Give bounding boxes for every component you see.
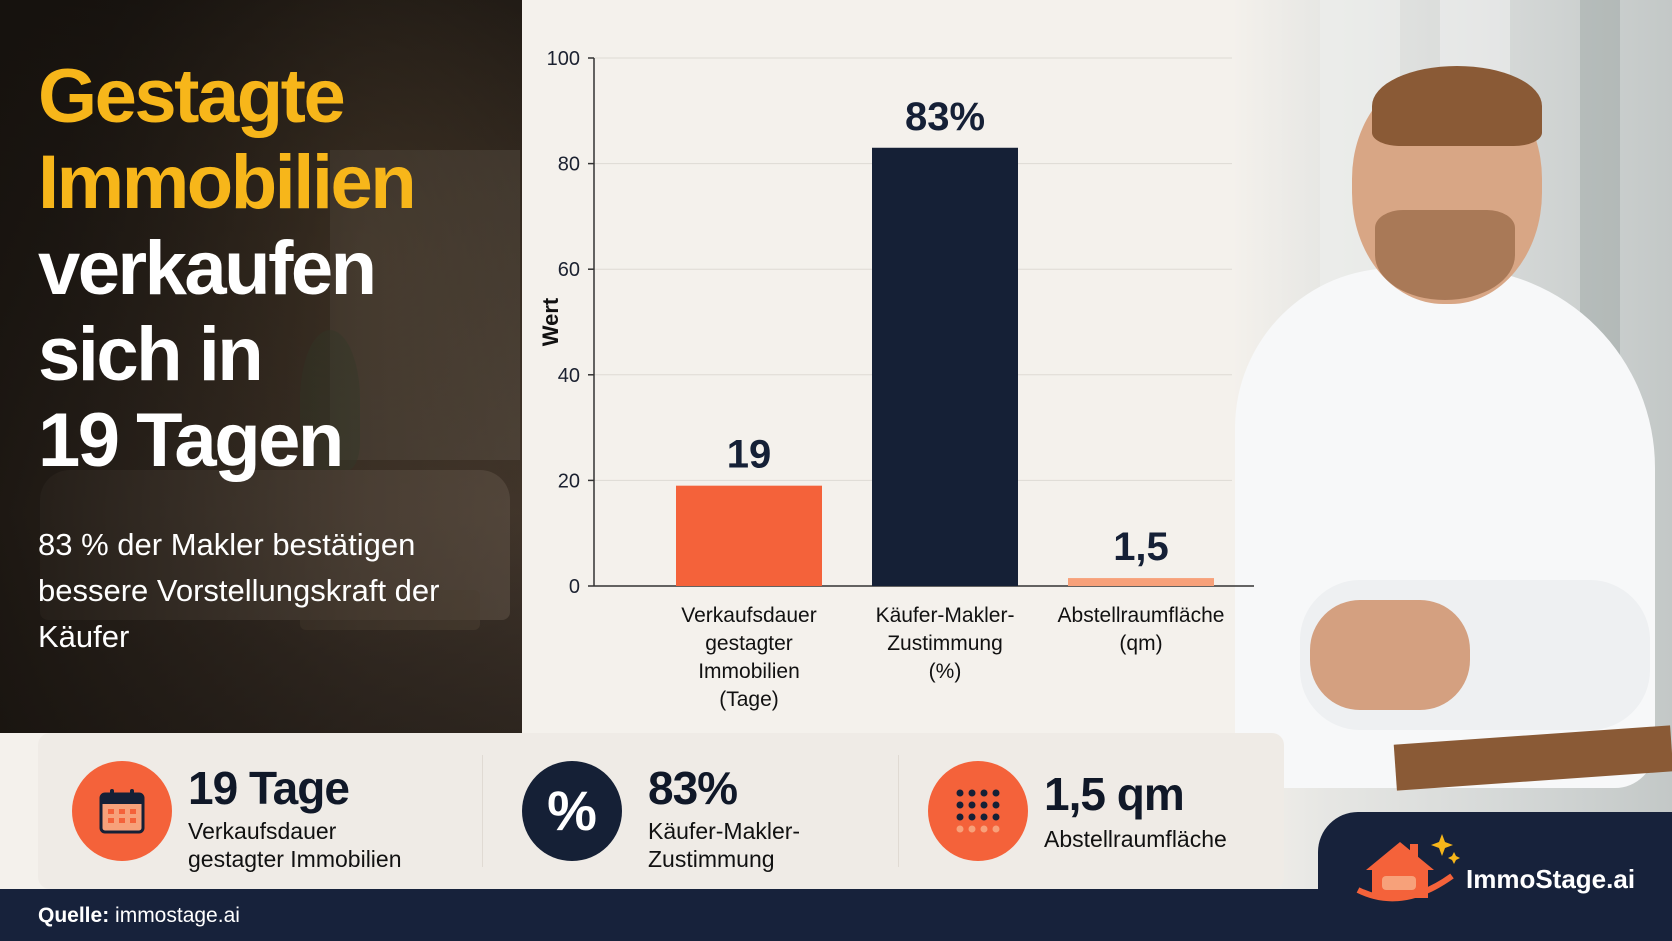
- stat-value: 1,5 qm: [1044, 768, 1185, 820]
- bar-value-label: 83%: [905, 95, 985, 139]
- logo-wordmark: ImmoStage.ai: [1466, 864, 1635, 895]
- bar-value-label: 19: [727, 433, 772, 477]
- source-value: immostage.ai: [115, 904, 240, 927]
- y-tick-label: 0: [569, 576, 580, 598]
- hero-photo-panel: [0, 0, 522, 733]
- headline-line: 19 Tagen: [38, 398, 344, 483]
- headline-line: Gestagte: [38, 54, 346, 139]
- chart-canvas: 0 20 40 60 80 100 Wert 19 83% 1,5: [538, 48, 1254, 598]
- bar: [676, 485, 822, 586]
- x-category-label: Verkaufsdauer gestagter Immobilien (Tage…: [681, 604, 817, 711]
- y-tick-label: 40: [558, 365, 580, 387]
- percent-glyph: %: [547, 779, 597, 842]
- stat-card-agreement: % 83% Käufer-Makler- Zustimmung: [482, 733, 898, 889]
- stat-divider: [482, 755, 483, 867]
- bar: [872, 147, 1018, 586]
- headline: Gestagte Immobilien verkaufen sich in 19…: [38, 54, 508, 484]
- y-tick-label: 80: [558, 154, 580, 176]
- subheadline: 83 % der Makler bestätigen bessere Vorst…: [38, 527, 440, 654]
- y-axis-title: Wert: [538, 297, 563, 346]
- calendar-icon: [72, 761, 172, 861]
- stat-card-sales-duration: 19 Tage Verkaufsdauer gestagter Immobili…: [38, 733, 478, 889]
- stat-card-storage-area: 1,5 qm Abstellraumfläche: [898, 733, 1284, 889]
- stats-panel: 19 Tage Verkaufsdauer gestagter Immobili…: [38, 733, 1284, 889]
- bar: [1068, 578, 1214, 586]
- headline-line: sich in: [38, 312, 264, 397]
- y-tick-label: 60: [558, 259, 580, 281]
- source-label: Quelle:: [38, 904, 110, 927]
- dot-grid-icon: [928, 761, 1028, 861]
- y-tick-label: 20: [558, 470, 580, 492]
- stat-value: 83%: [648, 762, 738, 814]
- stat-description: Käufer-Makler- Zustimmung: [648, 818, 801, 872]
- stat-value: 19 Tage: [188, 762, 350, 814]
- x-category-label: Käufer-Makler- Zustimmung (%): [875, 604, 1015, 683]
- bar-chart: 0 20 40 60 80 100 Wert 19 83% 1,5 Verkaufsdauer g…: [522, 0, 1282, 733]
- y-tick-label: 100: [547, 48, 580, 70]
- x-category-label: Abstellraumfläche (qm): [1057, 604, 1225, 655]
- headline-line: verkaufen: [38, 226, 377, 311]
- photo-shade: [0, 0, 522, 733]
- logo-text-part1: Immo: [1466, 864, 1536, 894]
- house-logo-icon: [1356, 834, 1460, 902]
- percent-icon: %: [522, 761, 622, 861]
- stat-divider: [898, 755, 899, 867]
- stat-description: Verkaufsdauer gestagter Immobilien: [188, 818, 402, 872]
- person-hair: [1372, 66, 1542, 146]
- headline-line: Immobilien: [38, 140, 417, 225]
- logo-text-part2: Stage.ai: [1535, 864, 1636, 894]
- stat-description: Abstellraumfläche: [1044, 826, 1227, 852]
- bar-value-label: 1,5: [1113, 525, 1169, 569]
- source-note: Quelle: immostage.ai: [38, 904, 240, 928]
- person-beard: [1375, 210, 1515, 300]
- person-hands: [1310, 600, 1470, 710]
